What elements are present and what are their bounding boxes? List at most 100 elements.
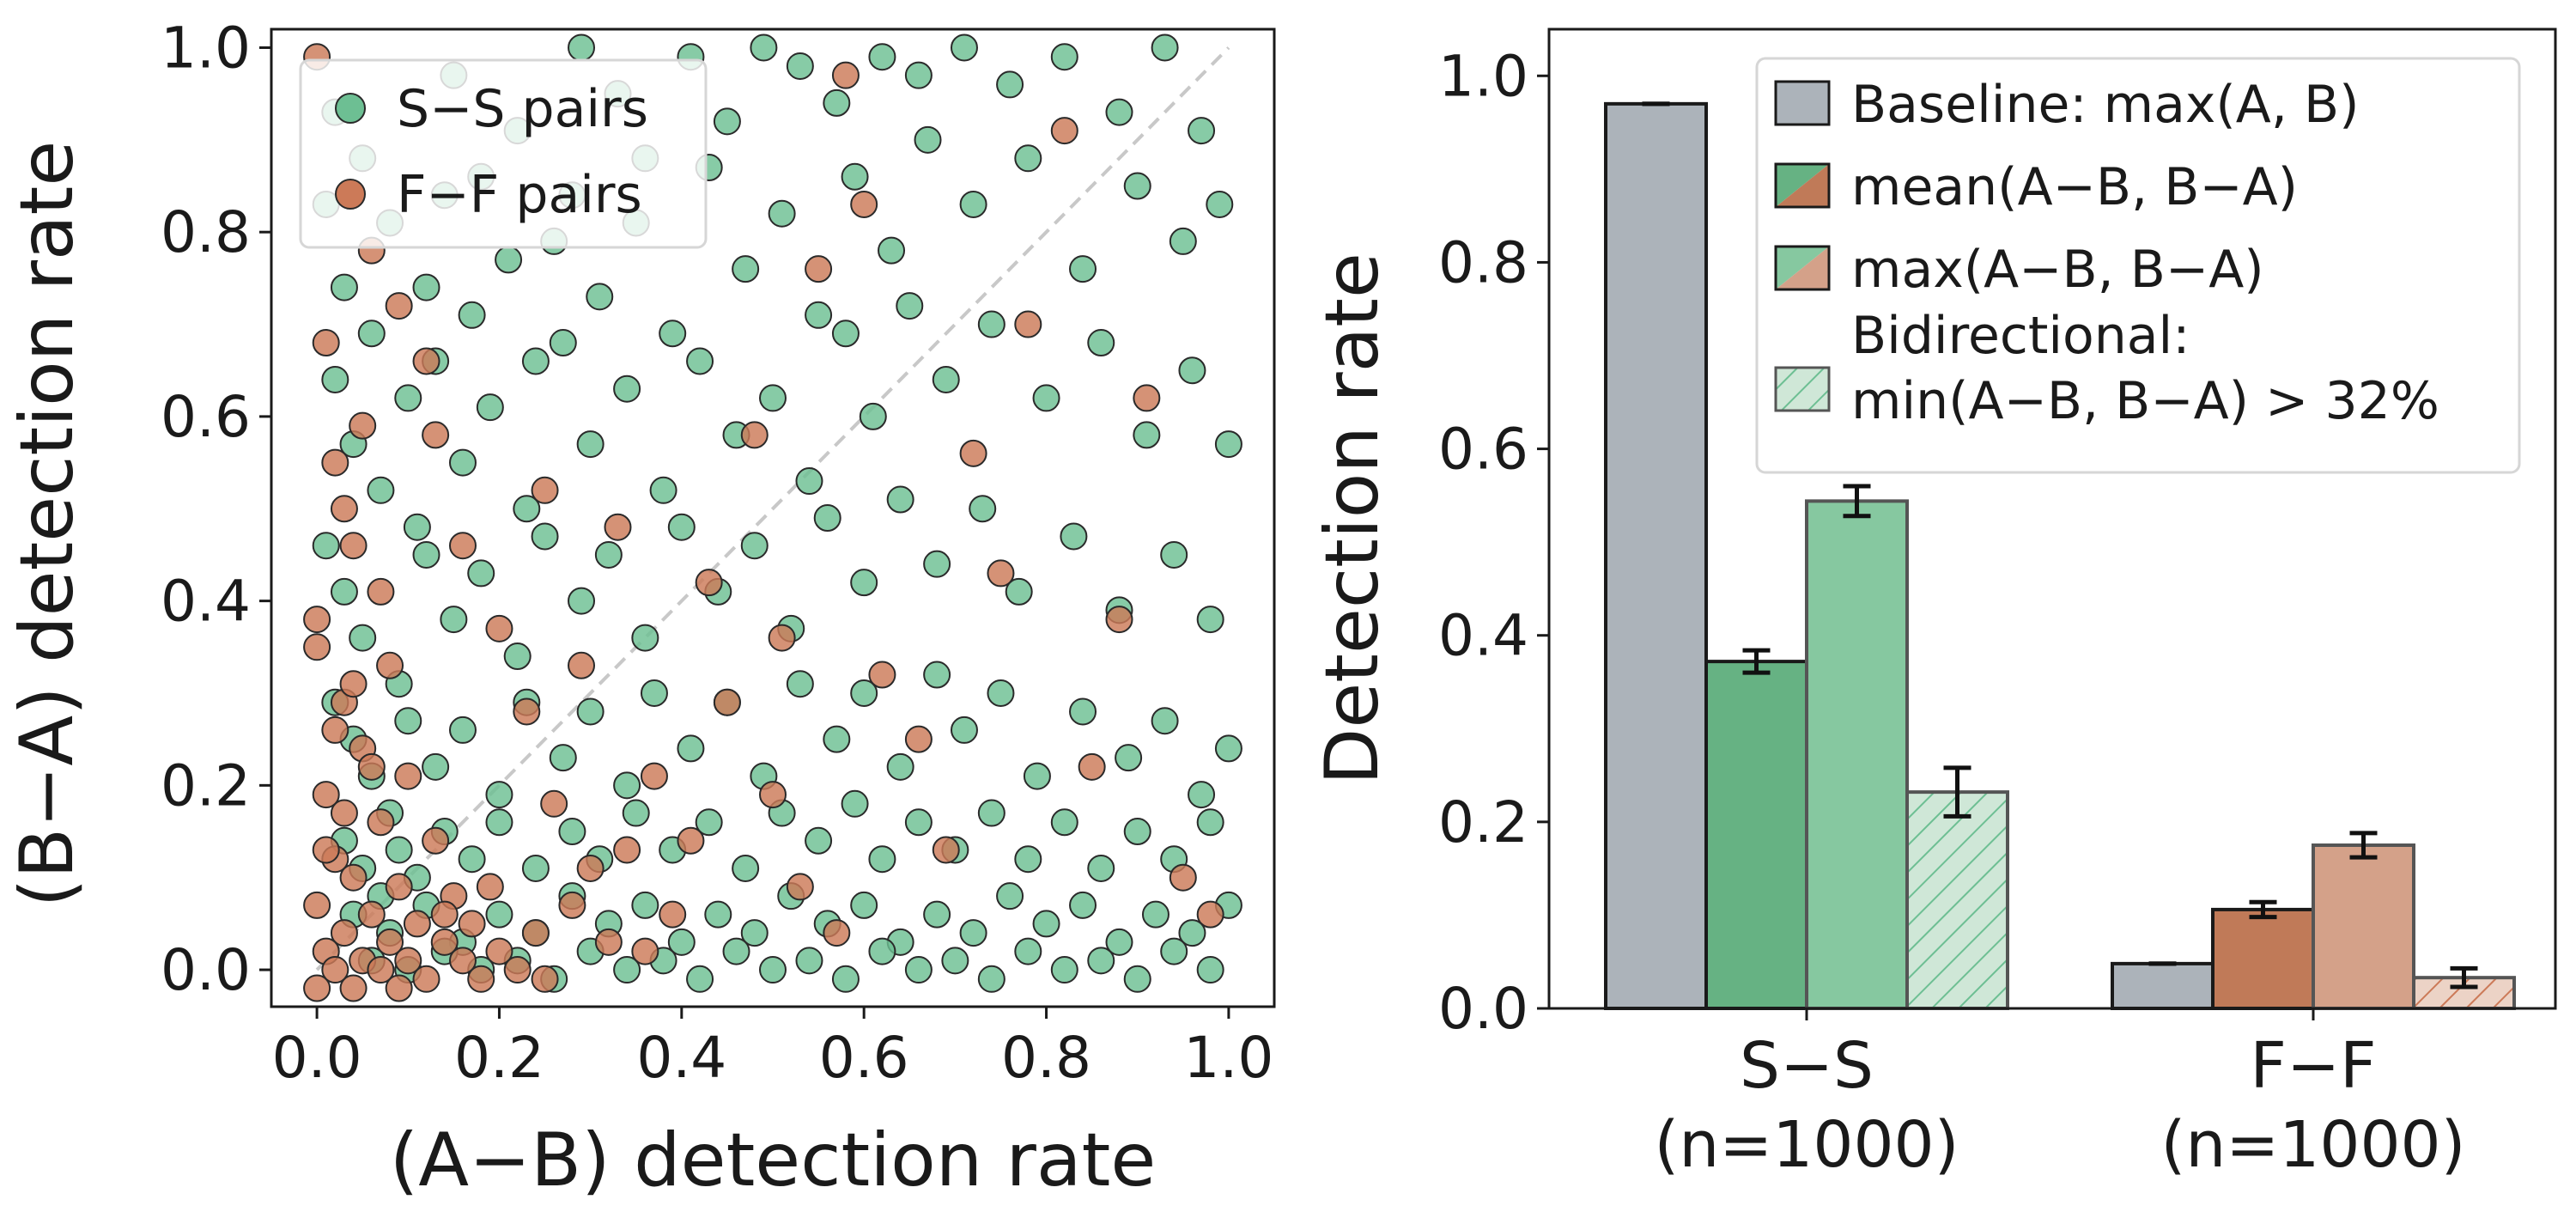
scatter-point-ss-66 xyxy=(859,402,887,430)
bar-ticks: 0.0 0.2 0.4 0.6 0.8 1.0 xyxy=(1438,43,1549,1042)
scatter-point-ff-49 xyxy=(303,633,331,661)
scatter-point-ff-61 xyxy=(613,836,641,864)
scatter-point-ff-74 xyxy=(1014,310,1042,338)
scatter-point-ss-181 xyxy=(1178,919,1206,947)
scatter-x-tick-label-5: 1.0 xyxy=(1183,1025,1273,1091)
scatter-y-tick-label-2: 0.4 xyxy=(161,569,251,635)
bar-category-label-0-1: (n=1000) xyxy=(1655,1108,1959,1182)
scatter-point-ss-100 xyxy=(1196,606,1224,634)
scatter-point-ff-38 xyxy=(430,900,459,929)
scatter-point-ff-79 xyxy=(1169,863,1197,892)
scatter-y-tick-label-5: 1.0 xyxy=(161,15,251,81)
scatter-point-ss-31 xyxy=(521,347,550,375)
scatter-point-ss-43 xyxy=(959,190,987,218)
bar-y-tick-label-3: 0.6 xyxy=(1438,417,1528,483)
scatter-point-ff-77 xyxy=(1105,606,1133,634)
scatter-point-ff-46 xyxy=(357,752,386,781)
scatter-point-ss-178 xyxy=(1069,891,1097,919)
scatter-point-ss-48 xyxy=(1206,190,1234,218)
scatter-point-ff-70 xyxy=(904,725,933,753)
scatter-point-ff-36 xyxy=(339,974,368,1002)
scatter-point-ss-144 xyxy=(732,854,760,882)
scatter-point-ss-51 xyxy=(367,476,395,504)
bar-category-label-1-0: F−F xyxy=(2250,1029,2376,1103)
scatter-plot-frame xyxy=(270,27,1276,1008)
scatter-point-ss-108 xyxy=(485,781,513,809)
scatter-y-tick-label-4: 0.8 xyxy=(161,199,251,265)
scatter-x-tick-label-3: 0.6 xyxy=(819,1025,909,1091)
scatter-point-ff-4 xyxy=(339,532,368,560)
scatter-point-ff-47 xyxy=(321,716,349,744)
scatter-point-ss-133 xyxy=(385,836,413,864)
scatter-ticks: 0.0 0.2 0.4 0.6 0.8 1.0 0.0 0.2 0.4 0.6 0.8 1.0 xyxy=(161,15,1273,1091)
scatter-point-ff-71 xyxy=(932,836,960,864)
scatter-chart: 0.0 0.2 0.4 0.6 0.8 1.0 0.0 0.2 0.4 0.6 0.8 1.0 (A−… xyxy=(4,15,1276,1203)
bar-1-2 xyxy=(2312,843,2415,1010)
scatter-legend-marker-1 xyxy=(335,179,366,210)
scatter-x-axis-label: (A−B) detection rate xyxy=(390,1117,1157,1203)
scatter-point-ff-65 xyxy=(768,624,796,652)
bar-y-tick-label-1: 0.2 xyxy=(1438,789,1528,856)
scatter-point-ff-28 xyxy=(448,947,477,975)
scatter-point-ss-128 xyxy=(1188,781,1216,809)
scatter-point-ss-40 xyxy=(841,162,869,191)
bar-y-axis-label: Detection rate xyxy=(1309,253,1395,785)
scatter-point-ss-198 xyxy=(904,956,933,984)
scatter-point-ff-85 xyxy=(640,762,668,790)
scatter-point-ff-17 xyxy=(303,891,331,919)
scatter-point-ff-87 xyxy=(568,651,596,679)
scatter-point-ff-2 xyxy=(412,347,440,375)
scatter-point-ss-147 xyxy=(841,789,869,818)
scatter-x-tick-label-1: 0.2 xyxy=(454,1025,544,1091)
scatter-point-ss-67 xyxy=(896,292,924,320)
scatter-point-ss-93 xyxy=(886,485,914,514)
scatter-point-ss-99 xyxy=(1160,540,1188,569)
scatter-point-ff-39 xyxy=(476,873,504,901)
bar-0-0 xyxy=(1604,101,1708,1010)
scatter-point-ff-14 xyxy=(339,863,368,892)
scatter-point-ss-15 xyxy=(823,88,851,117)
scatter-point-ss-42 xyxy=(914,125,942,154)
scatter-point-ss-105 xyxy=(394,707,422,735)
scatter-point-ss-193 xyxy=(722,937,750,965)
scatter-point-ff-5 xyxy=(303,606,331,634)
scatter-point-ss-79 xyxy=(412,540,440,569)
scatter-point-ss-19 xyxy=(996,70,1024,99)
scatter-point-ss-124 xyxy=(1023,762,1051,790)
scatter-point-ss-95 xyxy=(969,495,997,523)
scatter-point-ff-56 xyxy=(448,532,477,560)
scatter-point-ff-27 xyxy=(394,947,422,975)
scatter-point-ss-122 xyxy=(950,716,978,744)
scatter-point-ss-114 xyxy=(677,734,705,763)
scatter-y-axis-label: (B−A) detection rate xyxy=(4,141,90,908)
scatter-legend-label-0: S−S pairs xyxy=(397,79,648,139)
scatter-point-ss-106 xyxy=(422,752,450,781)
scatter-point-ff-50 xyxy=(367,577,395,606)
scatter-point-ss-136 xyxy=(458,845,486,874)
scatter-point-ss-29 xyxy=(458,301,486,329)
scatter-legend-label-1: F−F pairs xyxy=(397,165,642,225)
scatter-point-ss-14 xyxy=(786,52,814,80)
bar-legend-swatch-1 xyxy=(1774,162,1831,209)
scatter-point-ff-54 xyxy=(385,292,413,320)
scatter-point-ff-12 xyxy=(422,826,450,855)
scatter-point-ss-154 xyxy=(1087,854,1115,882)
scatter-point-ff-86 xyxy=(677,826,705,855)
scatter-point-ff-88 xyxy=(604,513,632,541)
scatter-point-ss-118 xyxy=(823,725,851,753)
bar-legend-swatch-0 xyxy=(1774,80,1831,126)
scatter-point-ff-57 xyxy=(485,614,513,642)
scatter-point-ss-83 xyxy=(531,522,559,551)
scatter-point-ss-176 xyxy=(996,882,1024,910)
scatter-point-ss-111 xyxy=(576,697,605,726)
bar-legend-label-1-0: mean(A−B, B−A) xyxy=(1851,157,2298,217)
bar-y-tick-label-5: 1.0 xyxy=(1438,43,1528,109)
scatter-point-ss-87 xyxy=(667,513,696,541)
scatter-x-tick-label-4: 0.8 xyxy=(1001,1025,1091,1091)
scatter-x-tick-label-2: 0.4 xyxy=(636,1025,726,1091)
scatter-legend-box xyxy=(299,58,708,249)
scatter-point-ff-78 xyxy=(1133,384,1161,412)
scatter-point-ss-192 xyxy=(686,965,714,993)
scatter-point-ss-139 xyxy=(558,818,586,846)
scatter-point-ss-162 xyxy=(485,900,513,929)
